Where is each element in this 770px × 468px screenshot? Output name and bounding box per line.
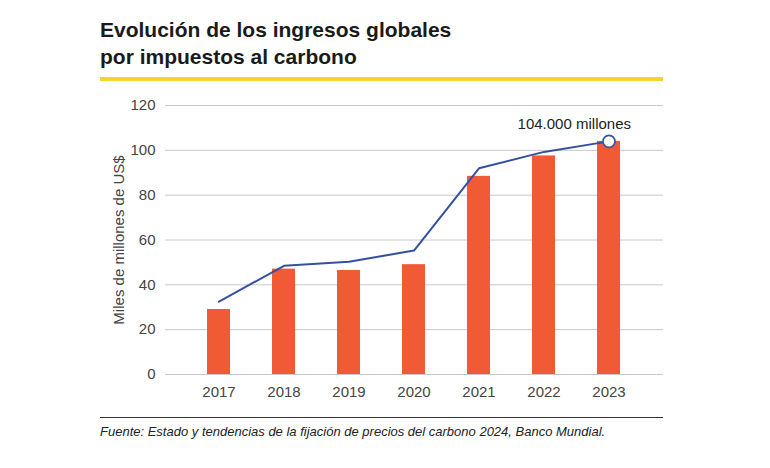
svg-text:120: 120: [130, 96, 155, 113]
svg-text:2017: 2017: [202, 383, 235, 400]
svg-text:2020: 2020: [397, 383, 430, 400]
svg-text:2021: 2021: [462, 383, 495, 400]
svg-text:2022: 2022: [527, 383, 560, 400]
svg-text:20: 20: [139, 320, 156, 337]
svg-text:0: 0: [147, 365, 155, 382]
svg-text:2019: 2019: [332, 383, 365, 400]
svg-text:80: 80: [139, 186, 156, 203]
svg-text:104.000 millones: 104.000 millones: [518, 115, 631, 132]
svg-text:100: 100: [130, 141, 155, 158]
svg-text:2018: 2018: [267, 383, 300, 400]
html-text:Evolución de los ingresos glob: Evolución de los ingresos globales por i…: [100, 18, 452, 68]
svg-text:Miles de millones de US$: Miles de millones de US$: [110, 155, 127, 325]
svg-text:60: 60: [139, 231, 156, 248]
svg-text:40: 40: [139, 276, 156, 293]
html-text:Fuente: Estado y tendencias de: Fuente: Estado y tendencias de la fijaci…: [100, 424, 606, 439]
svg-text:2023: 2023: [592, 383, 625, 400]
